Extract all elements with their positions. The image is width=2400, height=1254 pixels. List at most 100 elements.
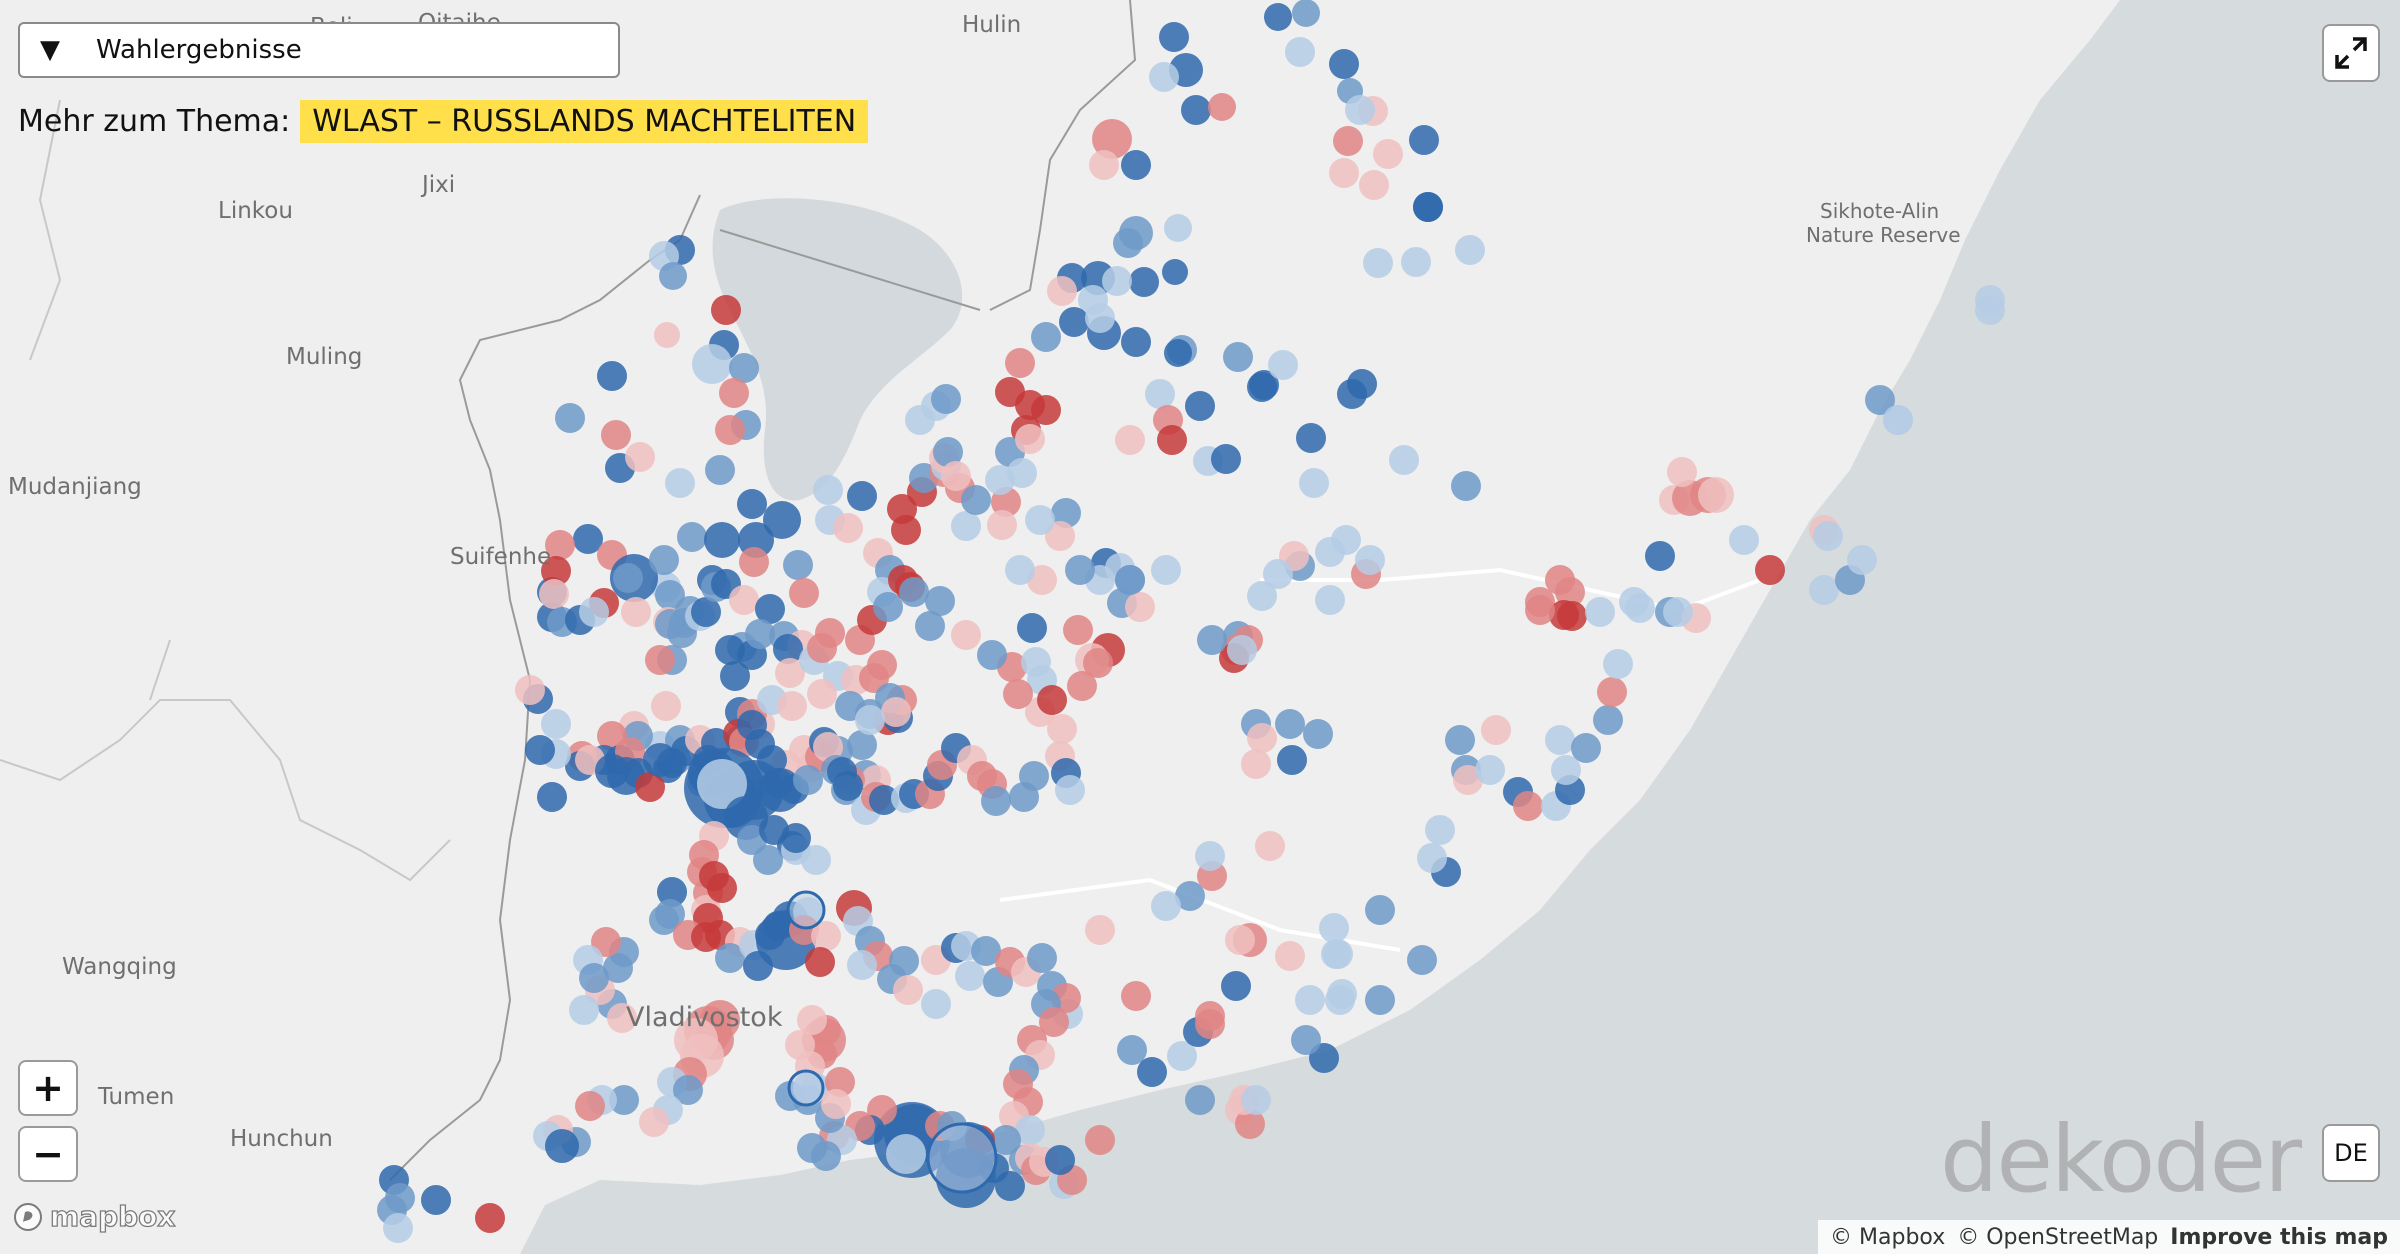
result-marker[interactable] [1319,913,1349,943]
result-marker[interactable] [961,485,991,515]
result-marker[interactable] [1045,521,1075,551]
result-marker[interactable] [1145,379,1175,409]
attribution-osm[interactable]: © OpenStreetMap [1957,1224,2159,1250]
result-marker[interactable] [1227,635,1257,665]
result-marker[interactable] [873,592,903,622]
result-marker[interactable] [1003,679,1033,709]
result-marker[interactable] [1277,745,1307,775]
result-marker[interactable] [1157,425,1187,455]
result-marker[interactable] [699,861,729,891]
result-marker[interactable] [1164,214,1192,242]
result-marker[interactable] [1115,425,1145,455]
election-circles[interactable] [377,0,2005,1243]
result-marker[interactable] [1055,775,1085,805]
result-marker[interactable] [645,645,675,675]
result-marker[interactable] [635,772,665,802]
result-marker[interactable] [1255,831,1285,861]
result-marker[interactable] [601,420,631,450]
result-marker[interactable] [955,961,985,991]
result-marker[interactable] [1051,498,1081,528]
result-marker[interactable] [569,995,599,1025]
result-marker[interactable] [729,353,759,383]
result-marker[interactable] [649,545,679,575]
result-marker[interactable] [1809,575,1839,605]
result-marker[interactable] [1195,841,1225,871]
result-marker[interactable] [597,361,627,391]
result-marker[interactable] [1865,385,1895,415]
result-marker[interactable] [931,384,961,414]
result-marker[interactable] [1975,285,2005,315]
result-marker[interactable] [1067,671,1097,701]
result-marker[interactable] [657,877,687,907]
result-marker[interactable] [821,1089,851,1119]
result-marker[interactable] [705,455,735,485]
result-marker[interactable] [1363,248,1393,278]
result-marker[interactable] [719,378,749,408]
result-marker[interactable] [1345,95,1375,125]
result-marker[interactable] [1847,545,1877,575]
result-marker[interactable] [981,786,1011,816]
result-marker[interactable] [886,1134,926,1174]
result-marker[interactable] [758,768,802,812]
result-marker[interactable] [1027,943,1057,973]
result-marker[interactable] [869,785,899,815]
mapbox-logo[interactable]: mapbox [12,1199,176,1234]
result-marker[interactable] [1315,537,1345,567]
result-marker[interactable] [1409,125,1439,155]
result-marker[interactable] [1481,715,1511,745]
result-marker[interactable] [541,556,571,586]
result-marker[interactable] [1359,170,1389,200]
result-marker[interactable] [1285,37,1315,67]
result-marker[interactable] [941,461,971,491]
result-marker[interactable] [651,691,681,721]
result-marker[interactable] [1407,945,1437,975]
result-marker[interactable] [925,586,955,616]
result-marker[interactable] [811,921,841,951]
result-marker[interactable] [1585,597,1615,627]
result-marker[interactable] [654,322,680,348]
result-marker[interactable] [777,691,807,721]
result-marker[interactable] [649,905,679,935]
result-marker[interactable] [1047,276,1077,306]
result-marker[interactable] [639,1107,669,1137]
result-marker[interactable] [1025,505,1055,535]
result-marker[interactable] [755,594,785,624]
result-marker[interactable] [1593,705,1623,735]
selected-result-marker[interactable] [786,890,826,930]
result-marker[interactable] [1017,613,1047,643]
result-marker[interactable] [655,580,685,610]
result-marker[interactable] [1083,648,1113,678]
result-marker[interactable] [704,522,740,558]
result-marker[interactable] [899,577,929,607]
result-marker[interactable] [515,675,545,705]
result-marker[interactable] [1323,939,1353,969]
result-marker[interactable] [539,579,569,609]
result-marker[interactable] [1121,327,1151,357]
result-marker[interactable] [1151,891,1181,921]
result-marker[interactable] [1164,339,1192,367]
result-marker[interactable] [575,1091,605,1121]
result-marker[interactable] [737,489,767,519]
result-marker[interactable] [1327,979,1357,1009]
result-marker[interactable] [711,295,741,325]
result-marker[interactable] [537,782,567,812]
result-marker[interactable] [1151,555,1181,585]
result-marker[interactable] [1597,677,1627,707]
result-marker[interactable] [1125,592,1155,622]
result-marker[interactable] [1545,725,1575,755]
result-marker[interactable] [1015,1115,1045,1145]
result-marker[interactable] [1603,649,1633,679]
result-marker[interactable] [1047,714,1077,744]
result-marker[interactable] [1698,477,1734,513]
result-marker[interactable] [579,597,609,627]
result-marker[interactable] [1195,1001,1225,1031]
result-marker[interactable] [991,1125,1021,1155]
result-marker[interactable] [1241,749,1271,779]
result-marker[interactable] [1268,350,1298,380]
result-marker[interactable] [1291,1025,1321,1055]
result-marker[interactable] [659,262,687,290]
result-marker[interactable] [847,730,877,760]
result-marker[interactable] [847,950,877,980]
result-marker[interactable] [1208,93,1236,121]
result-marker[interactable] [1295,985,1325,1015]
